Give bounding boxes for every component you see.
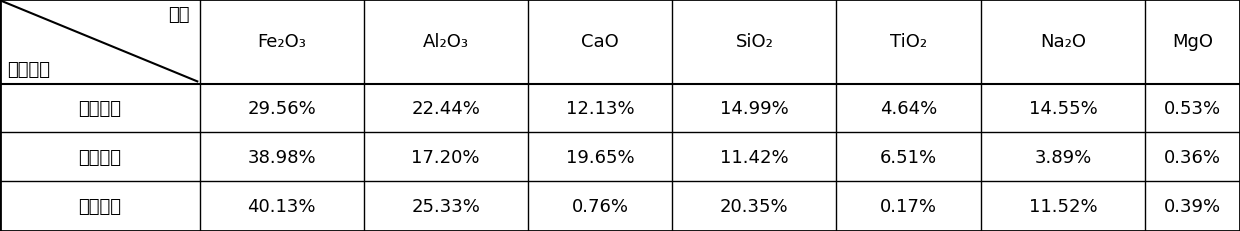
Text: 19.65%: 19.65% bbox=[565, 148, 635, 166]
Text: 14.99%: 14.99% bbox=[720, 100, 789, 118]
Text: Fe₂O₃: Fe₂O₃ bbox=[258, 33, 306, 51]
Text: 22.44%: 22.44% bbox=[412, 100, 480, 118]
Text: 广西二号: 广西二号 bbox=[78, 148, 122, 166]
Text: 38.98%: 38.98% bbox=[248, 148, 316, 166]
Text: 产品来源: 产品来源 bbox=[7, 61, 51, 79]
Text: 29.56%: 29.56% bbox=[248, 100, 316, 118]
Text: 12.13%: 12.13% bbox=[565, 100, 635, 118]
Text: 6.51%: 6.51% bbox=[880, 148, 937, 166]
Text: 4.64%: 4.64% bbox=[880, 100, 937, 118]
Text: Na₂O: Na₂O bbox=[1040, 33, 1086, 51]
Text: 0.17%: 0.17% bbox=[880, 197, 937, 215]
Text: 40.13%: 40.13% bbox=[248, 197, 316, 215]
Text: 3.89%: 3.89% bbox=[1034, 148, 1091, 166]
Text: 25.33%: 25.33% bbox=[412, 197, 480, 215]
Text: Al₂O₃: Al₂O₃ bbox=[423, 33, 469, 51]
Text: 20.35%: 20.35% bbox=[720, 197, 789, 215]
Text: 成分: 成分 bbox=[169, 6, 190, 23]
Text: 广西一号: 广西一号 bbox=[78, 100, 122, 118]
Text: 0.76%: 0.76% bbox=[572, 197, 629, 215]
Text: 山东赤泥: 山东赤泥 bbox=[78, 197, 122, 215]
Text: 11.52%: 11.52% bbox=[1029, 197, 1097, 215]
Text: CaO: CaO bbox=[582, 33, 619, 51]
Text: 11.42%: 11.42% bbox=[720, 148, 789, 166]
Text: SiO₂: SiO₂ bbox=[735, 33, 774, 51]
Text: 17.20%: 17.20% bbox=[412, 148, 480, 166]
Text: TiO₂: TiO₂ bbox=[890, 33, 928, 51]
Text: 0.36%: 0.36% bbox=[1164, 148, 1221, 166]
Text: MgO: MgO bbox=[1172, 33, 1213, 51]
Text: 0.39%: 0.39% bbox=[1164, 197, 1221, 215]
Text: 0.53%: 0.53% bbox=[1164, 100, 1221, 118]
Text: 14.55%: 14.55% bbox=[1029, 100, 1097, 118]
